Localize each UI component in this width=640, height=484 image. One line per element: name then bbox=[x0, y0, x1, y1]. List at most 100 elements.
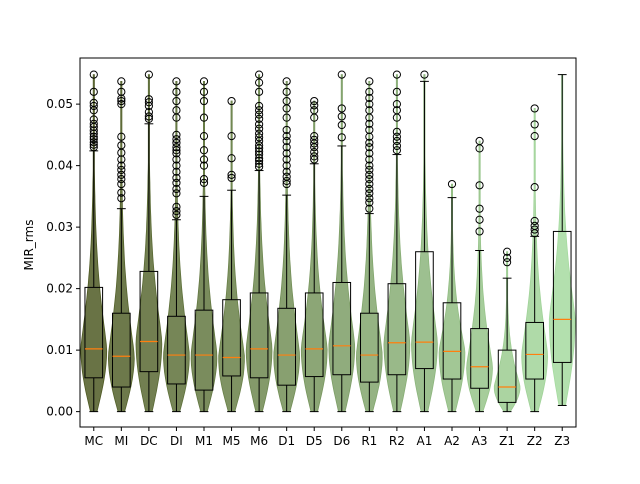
outlier-point-A3 bbox=[475, 215, 484, 224]
outlier-point-M6 bbox=[255, 141, 264, 150]
outlier-point-Z2 bbox=[530, 216, 539, 226]
outlier-point-DI bbox=[172, 106, 181, 115]
outlier-point-MC bbox=[89, 135, 98, 144]
plot-area-frame bbox=[79, 57, 577, 428]
x-tick-label: DI bbox=[170, 434, 183, 448]
outlier-point-Z1 bbox=[503, 258, 512, 267]
outlier-point-DI bbox=[172, 189, 181, 198]
outlier-point-A3 bbox=[475, 136, 484, 146]
x-tick-label: A2 bbox=[444, 434, 460, 448]
x-tick-label: Z3 bbox=[554, 434, 570, 448]
outlier-point-A1 bbox=[420, 70, 429, 79]
outlier-point-MC bbox=[89, 98, 98, 107]
box-DC bbox=[139, 270, 159, 373]
outlier-point-A3 bbox=[475, 204, 484, 213]
outlier-point-R1 bbox=[365, 198, 374, 207]
box-D5 bbox=[304, 292, 324, 378]
outlier-point-MI bbox=[117, 170, 126, 179]
outlier-point-Z2 bbox=[530, 221, 539, 230]
y-axis-label: MIR_rms bbox=[22, 220, 36, 271]
outlier-point-M6 bbox=[255, 133, 264, 142]
x-tick-label: MC bbox=[84, 434, 103, 448]
outlier-point-M6 bbox=[255, 147, 264, 156]
outlier-point-A3 bbox=[475, 227, 484, 236]
outlier-point-Z2 bbox=[530, 120, 539, 129]
outlier-point-D1 bbox=[282, 161, 291, 170]
outlier-point-M6 bbox=[255, 78, 264, 87]
outlier-point-MC bbox=[89, 119, 98, 128]
outlier-point-DI bbox=[172, 202, 181, 211]
outlier-point-R1 bbox=[365, 143, 374, 152]
outlier-point-MI bbox=[117, 132, 126, 141]
outlier-point-A3 bbox=[475, 181, 484, 190]
outlier-point-DC bbox=[144, 98, 153, 107]
outlier-point-M1 bbox=[199, 146, 209, 155]
outlier-point-M1 bbox=[199, 113, 209, 122]
box-Z1 bbox=[497, 349, 517, 403]
outlier-point-M1 bbox=[199, 155, 209, 164]
outlier-point-R1 bbox=[365, 93, 374, 103]
x-tick-label: D6 bbox=[333, 434, 350, 448]
box-M5 bbox=[222, 299, 241, 377]
outlier-point-M1 bbox=[199, 87, 209, 96]
outlier-point-MC bbox=[89, 115, 98, 124]
outlier-point-M5 bbox=[227, 96, 236, 106]
outlier-point-D5 bbox=[310, 147, 319, 157]
outlier-point-DI bbox=[172, 77, 181, 86]
box-M1 bbox=[194, 309, 214, 391]
box-A3 bbox=[470, 328, 489, 389]
outlier-point-M5 bbox=[227, 154, 236, 163]
outlier-point-M6 bbox=[255, 120, 264, 129]
outlier-point-R1 bbox=[365, 119, 374, 128]
outlier-point-DC bbox=[144, 70, 153, 79]
violins-layer bbox=[80, 74, 576, 413]
outlier-point-MI bbox=[117, 100, 126, 109]
boxes-layer bbox=[84, 230, 572, 403]
outlier-point-MI bbox=[117, 188, 126, 197]
outlier-point-M6 bbox=[255, 156, 264, 165]
outlier-point-MI bbox=[117, 161, 126, 170]
outlier-point-D1 bbox=[282, 136, 291, 146]
outlier-point-Z2 bbox=[530, 132, 539, 141]
outlier-point-MI bbox=[117, 194, 126, 203]
outlier-point-D1 bbox=[282, 149, 291, 158]
outlier-point-MI bbox=[117, 179, 126, 189]
outlier-point-MI bbox=[117, 87, 126, 96]
outlier-point-R2 bbox=[392, 70, 401, 79]
outlier-point-Z1 bbox=[503, 253, 512, 262]
outlier-point-D5 bbox=[310, 132, 319, 141]
outlier-point-R1 bbox=[365, 149, 374, 158]
outlier-point-DI bbox=[172, 161, 181, 170]
outlier-point-MI bbox=[117, 96, 126, 106]
outlier-point-D1 bbox=[282, 77, 291, 86]
outlier-point-R1 bbox=[365, 125, 374, 135]
outlier-point-D1 bbox=[282, 155, 291, 164]
outlier-point-M5 bbox=[227, 170, 236, 179]
outlier-point-M6 bbox=[255, 114, 264, 123]
outlier-point-DI bbox=[172, 143, 181, 152]
outlier-point-DI bbox=[172, 184, 181, 194]
outlier-point-D1 bbox=[282, 167, 291, 176]
box-D1 bbox=[277, 307, 296, 386]
outlier-point-MC bbox=[89, 138, 98, 147]
box-MI bbox=[112, 312, 131, 388]
y-axis: 0.00 0.01 0.02 0.03 0.04 0.05 bbox=[46, 97, 80, 419]
outlier-point-R1 bbox=[365, 184, 374, 194]
outlier-point-R1 bbox=[365, 138, 374, 147]
outlier-point-M1 bbox=[199, 132, 209, 141]
medians-layer bbox=[84, 318, 572, 388]
y-tick-label: 0.02 bbox=[46, 282, 73, 296]
box-M6 bbox=[249, 292, 269, 379]
y-tick-label: 0.04 bbox=[46, 159, 73, 173]
outlier-point-DI bbox=[172, 173, 181, 183]
outlier-point-R1 bbox=[365, 165, 374, 175]
outlier-point-M6 bbox=[255, 124, 264, 133]
x-tick-label: MI bbox=[114, 434, 128, 448]
outlier-point-DI bbox=[172, 96, 181, 106]
outlier-point-R1 bbox=[365, 155, 374, 164]
outlier-point-DI bbox=[172, 149, 181, 158]
outlier-point-MC bbox=[89, 87, 98, 96]
outlier-point-DI bbox=[172, 207, 181, 216]
